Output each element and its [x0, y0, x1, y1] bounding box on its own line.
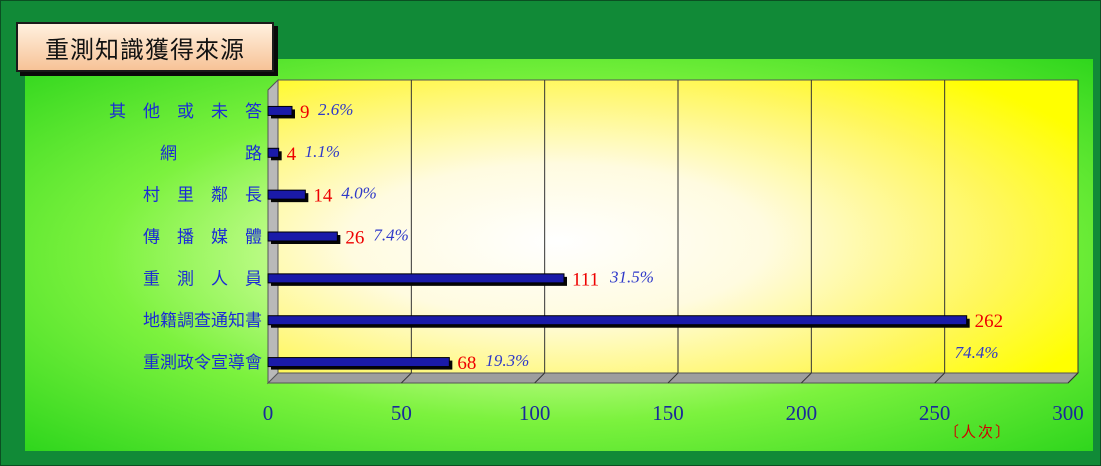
value-label: 262 — [975, 311, 1004, 332]
percent-label: 31.5% — [609, 267, 654, 286]
bar — [267, 105, 293, 116]
category-label: 重 測 人 員 — [143, 269, 262, 289]
percent-label: 19.3% — [485, 351, 529, 370]
percent-label: 4.0% — [341, 184, 376, 203]
value-label: 26 — [345, 228, 364, 249]
bar — [267, 147, 280, 158]
gridline — [1067, 372, 1079, 384]
percent-label: 7.4% — [373, 226, 408, 245]
bar — [267, 273, 565, 284]
bar — [267, 189, 306, 200]
gridline — [934, 372, 946, 384]
value-label: 111 — [572, 269, 599, 290]
x-tick-label: 50 — [391, 401, 412, 425]
value-label: 4 — [287, 144, 297, 165]
x-axis-unit-label: 〔人次〕 — [944, 423, 1013, 441]
category-label: 網 路 — [160, 144, 262, 164]
category-label: 其 他 或 未 答 — [109, 102, 262, 122]
chart-title: 重測知識獲得來源 — [16, 22, 274, 72]
x-tick-label: 250 — [919, 401, 951, 425]
gridline — [534, 372, 546, 384]
bar — [267, 231, 338, 242]
x-tick-label: 200 — [786, 401, 818, 425]
x-tick-label: 0 — [263, 401, 274, 425]
gridline — [400, 372, 412, 384]
gridline — [800, 372, 812, 384]
x-tick-label: 300 — [1052, 401, 1084, 425]
category-label: 傳 播 媒 體 — [143, 228, 262, 248]
category-label: 重測政令宣導會 — [143, 353, 262, 373]
x-tick-label: 100 — [519, 401, 551, 425]
value-label: 9 — [300, 102, 310, 123]
percent-label: 1.1% — [305, 142, 340, 161]
percent-label: 2.6% — [318, 100, 353, 119]
percent-label: 74.4% — [955, 343, 999, 362]
value-label: 68 — [457, 353, 476, 374]
value-label: 14 — [313, 186, 333, 207]
x-tick-label: 150 — [652, 401, 684, 425]
category-label: 地籍調查通知書 — [143, 311, 262, 331]
bar — [267, 315, 968, 326]
bar — [267, 357, 450, 368]
gridline — [667, 372, 679, 384]
category-label: 村 里 鄰 長 — [143, 186, 262, 206]
